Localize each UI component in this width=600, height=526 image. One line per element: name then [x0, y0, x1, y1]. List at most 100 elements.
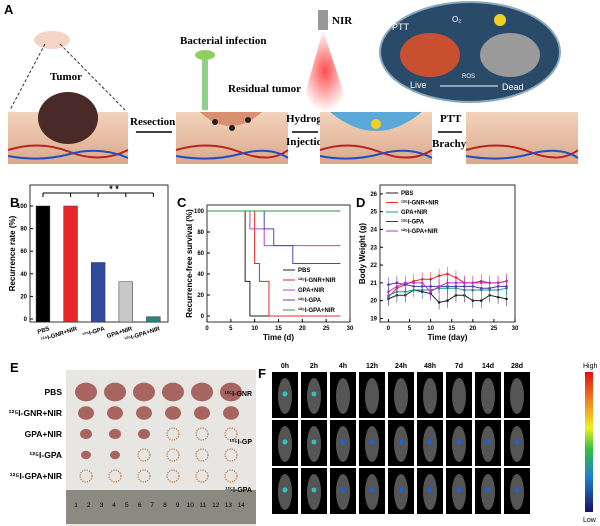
x-tick-label: 15: [448, 326, 455, 332]
x-axis-label: Time (d): [263, 333, 294, 342]
chart-d: 19 20 21 22 23 24 25 26 0 5 10 15 20 25 30 Time (day) Bo…: [358, 184, 519, 342]
x-tick-label: 0: [205, 326, 209, 332]
bar: [146, 316, 161, 323]
y-tick-label: 40: [20, 272, 27, 278]
row-label: ¹²⁵I-GPA+NIR: [10, 471, 62, 481]
data-point: [488, 281, 491, 285]
y-tick-label: 20: [197, 293, 204, 299]
y-tick-label: 0: [201, 314, 205, 320]
signal-spot: [340, 487, 346, 493]
time-label: 14d: [482, 363, 494, 370]
tissue-block-healed: [465, 112, 579, 164]
y-tick-label: 60: [197, 251, 204, 257]
resection-label: Resection: [130, 116, 175, 128]
signal-spot: [398, 439, 404, 445]
data-point: [446, 281, 449, 285]
panel-e-label: E: [10, 360, 19, 375]
empty-marker: [224, 469, 238, 483]
x-tick-label: 0: [387, 326, 391, 332]
legend-label: ¹²⁵I-GPA: [401, 219, 425, 226]
time-label: 24h: [395, 363, 407, 370]
data-point: [420, 281, 424, 285]
panel-c-label: C: [177, 195, 187, 210]
panel-e-photo: PBS ¹²⁵I-GNR+NIR GPA+NIR ¹²⁵I-GPA ¹²⁵I-GPA+N…: [9, 370, 256, 526]
signal-spot: [485, 487, 491, 493]
ruler-number: 12: [212, 502, 220, 509]
hydrogel-label: Hydrogel: [286, 113, 330, 125]
legend-label: PBS: [298, 268, 310, 274]
y-tick-label: 0: [24, 317, 28, 323]
bar: [63, 205, 78, 323]
data-point: [404, 281, 407, 285]
empty-marker: [79, 469, 93, 483]
legend-label: GPA+NIR: [298, 288, 325, 294]
inset-ptt-label: PTT: [392, 22, 410, 32]
row-label: PBS: [45, 387, 63, 397]
signal-spot: [456, 487, 462, 493]
y-axis-label: Recurrence rate (%): [8, 215, 17, 291]
series-line: [207, 210, 341, 317]
data-point: [446, 299, 449, 302]
tumor-specimen: [220, 382, 242, 402]
data-point: [505, 297, 508, 301]
x-tick-label: 15: [275, 326, 282, 332]
signal-spot: [282, 487, 288, 493]
x-tick-label: 10: [427, 326, 434, 332]
tissue-block-tumor: [7, 92, 129, 164]
panel-f-label: F: [258, 366, 266, 381]
signal-spot: [282, 439, 288, 445]
ruler-number: 9: [176, 502, 180, 509]
x-tick-label: 30: [347, 326, 354, 332]
panel-a-label: A: [4, 2, 14, 17]
row-label: ¹²⁵I-GPA: [29, 450, 62, 460]
signal-spot: [311, 439, 317, 445]
y-axis-label: Body Weight (g): [358, 223, 367, 285]
injection-label: Injection: [286, 136, 328, 148]
y-tick-label: 80: [197, 230, 204, 236]
significance-annotation: * *: [109, 184, 119, 194]
tumor-specimen: [110, 450, 120, 460]
x-tick-label: 20: [469, 326, 476, 332]
row-label: ¹²⁵I-GNR: [224, 391, 252, 398]
y-tick-label: 23: [370, 245, 377, 251]
tumor-specimen: [165, 406, 181, 420]
time-label: 0h: [281, 363, 289, 370]
signal-spot: [514, 439, 520, 445]
data-point: [395, 285, 399, 288]
y-tick-label: 80: [20, 227, 27, 233]
row-label: ¹²⁵I-GP: [230, 439, 253, 446]
legend-label: ¹²⁵I-GPA+NIR: [298, 307, 336, 314]
data-point: [471, 281, 475, 285]
mouse-icon: [34, 31, 70, 49]
data-point: [505, 279, 508, 283]
row-label: ¹²⁵I-GNR+NIR: [9, 408, 62, 418]
x-axis-label: Time (day): [428, 333, 468, 342]
y-tick-label: 19: [370, 316, 377, 322]
ruler-number: 8: [163, 502, 167, 509]
mouse-silhouette: [481, 378, 495, 414]
tumor-specimen: [80, 428, 92, 440]
mouse-silhouette: [394, 378, 408, 414]
time-label: 2h: [310, 363, 318, 370]
signal-spot: [427, 487, 433, 493]
data-point: [412, 281, 416, 285]
data-point: [471, 299, 475, 302]
signal-spot: [456, 439, 462, 445]
signal-spot: [311, 487, 317, 493]
x-tick-label: 25: [491, 326, 498, 332]
nir-label: NIR: [332, 15, 353, 27]
y-tick-label: 40: [197, 272, 204, 278]
data-point: [479, 299, 483, 302]
tumor-specimen: [162, 382, 184, 402]
data-point: [437, 274, 441, 278]
signal-spot: [369, 487, 375, 493]
time-label: 7d: [455, 363, 463, 370]
signal-spot: [514, 487, 520, 493]
ruler-number: 10: [187, 502, 195, 509]
y-tick-label: 24: [370, 227, 377, 233]
ruler-number: 4: [112, 502, 116, 509]
data-point: [454, 281, 458, 285]
residual-tumor-label: Residual tumor: [228, 83, 301, 95]
